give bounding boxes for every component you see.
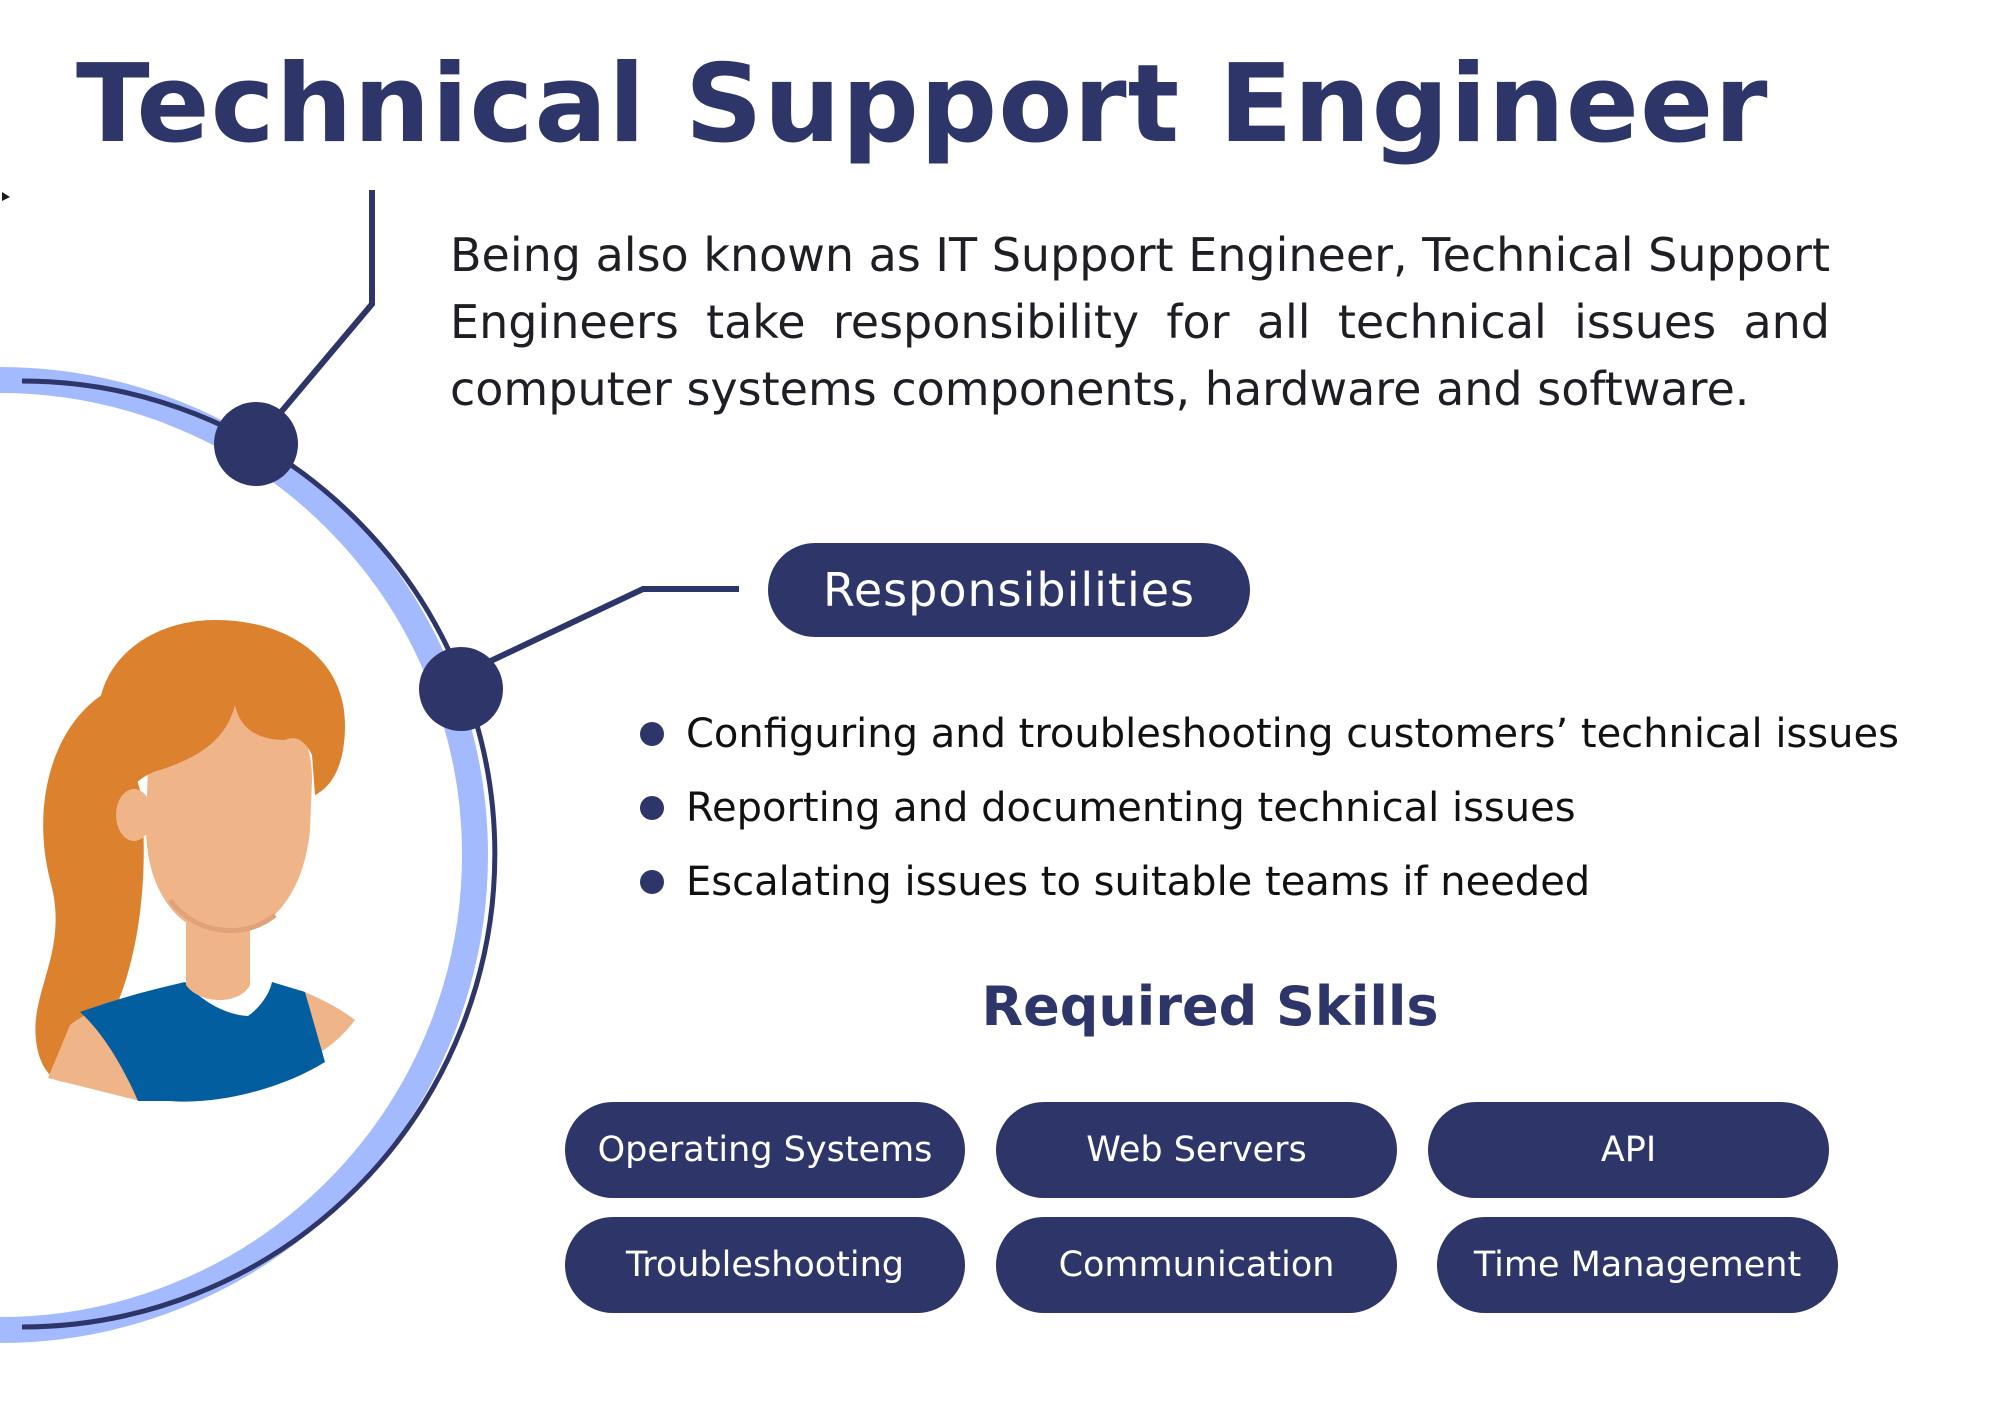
skill-pill-web-servers: Web Servers xyxy=(996,1102,1397,1198)
person-avatar-icon xyxy=(35,620,355,1102)
bullet-dot-icon xyxy=(640,722,664,746)
skill-pill-communication: Communication xyxy=(996,1217,1397,1313)
skill-pill-troubleshooting: Troubleshooting xyxy=(565,1217,965,1313)
cursor-icon xyxy=(2,192,10,201)
responsibility-text: Reporting and documenting technical issu… xyxy=(686,785,1576,831)
responsibility-item: Escalating issues to suitable teams if n… xyxy=(640,845,1899,919)
responsibility-text: Configuring and troubleshooting customer… xyxy=(686,711,1899,757)
page-title: Technical Support Engineer xyxy=(76,42,1769,167)
skill-pill-time-management: Time Management xyxy=(1437,1217,1838,1313)
responsibility-item: Configuring and troubleshooting customer… xyxy=(640,697,1899,771)
bullet-dot-icon xyxy=(640,796,664,820)
responsibilities-node xyxy=(419,647,503,731)
skill-pill-operating-systems: Operating Systems xyxy=(565,1102,965,1198)
role-description: Being also known as IT Support Engineer,… xyxy=(450,228,1830,416)
skill-pill-api: API xyxy=(1428,1102,1829,1198)
required-skills-heading: Required Skills xyxy=(981,975,1439,1038)
responsibility-text: Escalating issues to suitable teams if n… xyxy=(686,859,1591,905)
responsibilities-list: Configuring and troubleshooting customer… xyxy=(640,697,1899,919)
description-connector-line xyxy=(273,190,375,420)
responsibility-item: Reporting and documenting technical issu… xyxy=(640,771,1899,845)
bullet-dot-icon xyxy=(640,870,664,894)
responsibilities-connector-line xyxy=(478,586,739,669)
description-node xyxy=(214,402,298,486)
responsibilities-heading: Responsibilities xyxy=(768,543,1250,637)
